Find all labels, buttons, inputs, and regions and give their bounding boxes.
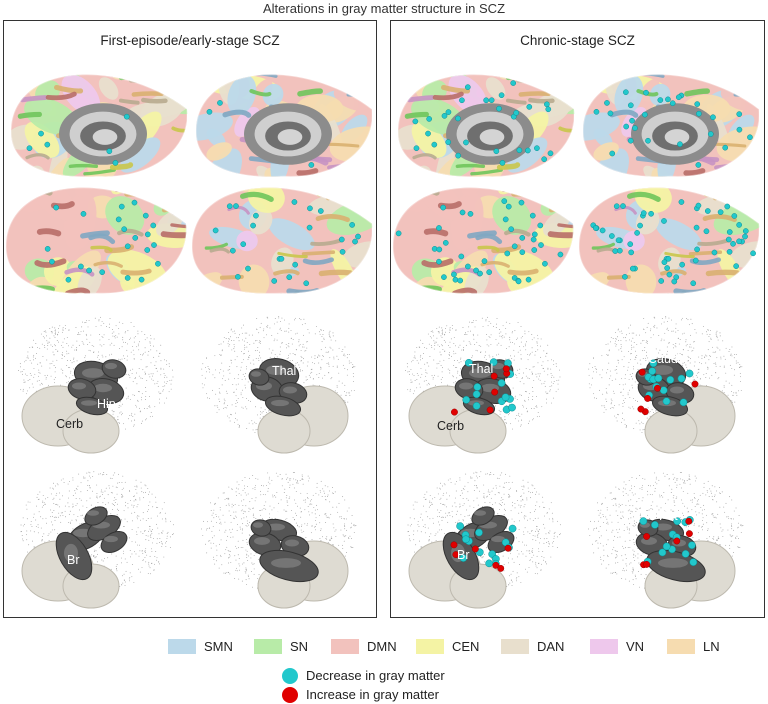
legend-label: CEN xyxy=(452,638,480,654)
cortex-lateral-left xyxy=(5,187,188,295)
cortex-lateral-left xyxy=(392,187,575,295)
legend-item-decrease: Decrease in gray matter xyxy=(282,666,445,685)
subcortical-left-bottom xyxy=(20,471,174,609)
subcortical-left-top xyxy=(18,316,174,454)
legend-label: SMN xyxy=(204,638,233,654)
label-cerb: Cerb xyxy=(437,419,464,433)
subcortical-left-top xyxy=(405,316,561,454)
brain-renderings: Hip Cerb Thal Br Put xyxy=(5,73,374,609)
label-br: Br xyxy=(457,548,470,562)
legend-label: DAN xyxy=(537,638,565,654)
cortex-medial-left xyxy=(10,73,188,178)
legend-item-increase: Increase in gray matter xyxy=(282,685,445,704)
label-br: Br xyxy=(67,553,80,567)
legend-swatch xyxy=(667,638,695,654)
legend-item-dan: DAN xyxy=(501,636,564,656)
label-hip: Hip xyxy=(97,397,116,411)
panel-first-episode: First-episode/early-stage SCZ Hip Cerb T… xyxy=(3,20,377,618)
cortex-lateral-right xyxy=(191,187,374,295)
legend-item-smn: SMN xyxy=(168,636,233,656)
legend-label: Increase in gray matter xyxy=(306,687,439,702)
subcortical-right-top xyxy=(201,316,356,454)
label-thal: Thal xyxy=(469,362,493,376)
legend-swatch xyxy=(590,638,618,654)
panel-title: First-episode/early-stage SCZ xyxy=(100,33,280,48)
network-legend: SMN SN DMN CEN DAN VN LN xyxy=(0,636,768,656)
label-put: Put xyxy=(272,508,291,522)
legend-swatch xyxy=(254,638,282,654)
label-put: Put xyxy=(659,509,678,523)
legend-item-dmn: DMN xyxy=(331,636,397,656)
red-dot-icon xyxy=(282,686,298,703)
legend-swatch xyxy=(416,638,444,654)
subcortical-right-bottom xyxy=(201,471,357,609)
legend-item-cen: CEN xyxy=(416,636,479,656)
legend-label: LN xyxy=(703,638,720,654)
label-caud: Caud xyxy=(648,352,678,366)
brain-renderings: Thal Cerb Caud Br Put xyxy=(392,73,761,609)
legend-swatch xyxy=(331,638,359,654)
marker-legend: Decrease in gray matter Increase in gray… xyxy=(282,666,445,704)
panel-title: Chronic-stage SCZ xyxy=(520,33,635,48)
subcortical-left-bottom xyxy=(407,471,561,609)
cortex-medial-left xyxy=(397,73,575,178)
legend-item-sn: SN xyxy=(254,636,308,656)
cyan-dot-icon xyxy=(282,667,298,684)
legend-label: Decrease in gray matter xyxy=(306,668,445,683)
panel-chronic: Chronic-stage SCZ Thal Cerb Caud Br Put xyxy=(390,20,765,618)
figure-title: Alterations in gray matter structure in … xyxy=(262,1,506,16)
label-thal: Thal xyxy=(272,364,296,378)
legend-swatch xyxy=(168,638,196,654)
subcortical-right-top xyxy=(588,316,743,454)
legend-label: DMN xyxy=(367,638,397,654)
legend-label: VN xyxy=(626,638,645,654)
label-cerb: Cerb xyxy=(56,417,83,431)
legend-item-ln: LN xyxy=(667,636,720,656)
legend-label: SN xyxy=(290,638,309,654)
legend-item-vn: VN xyxy=(590,636,644,656)
subcortical-right-bottom xyxy=(588,471,744,609)
cortex-medial-right xyxy=(195,73,373,178)
legend-swatch xyxy=(501,638,529,654)
